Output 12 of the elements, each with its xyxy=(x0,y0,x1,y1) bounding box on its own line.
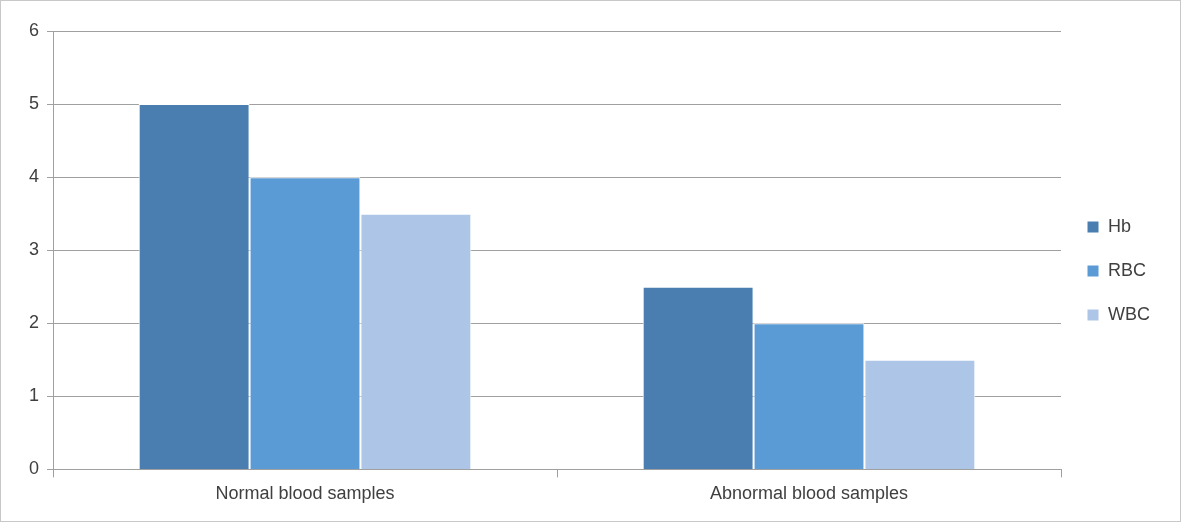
y-tick-label: 5 xyxy=(29,93,40,114)
y-tick-label: 2 xyxy=(29,312,40,333)
x-tick-label: Abnormal blood samples xyxy=(709,483,909,504)
y-tick-label: 4 xyxy=(29,166,40,187)
y-tick-label: 3 xyxy=(29,239,40,260)
legend-label: Hb xyxy=(1108,215,1132,236)
x-tick-label: Normal blood samples xyxy=(215,483,395,504)
y-tick-label: 6 xyxy=(29,19,40,40)
y-tick-label: 0 xyxy=(29,458,40,479)
y-tick-label: 1 xyxy=(29,385,40,406)
legend-label: RBC xyxy=(1108,259,1147,280)
legend-label: WBC xyxy=(1108,303,1151,324)
